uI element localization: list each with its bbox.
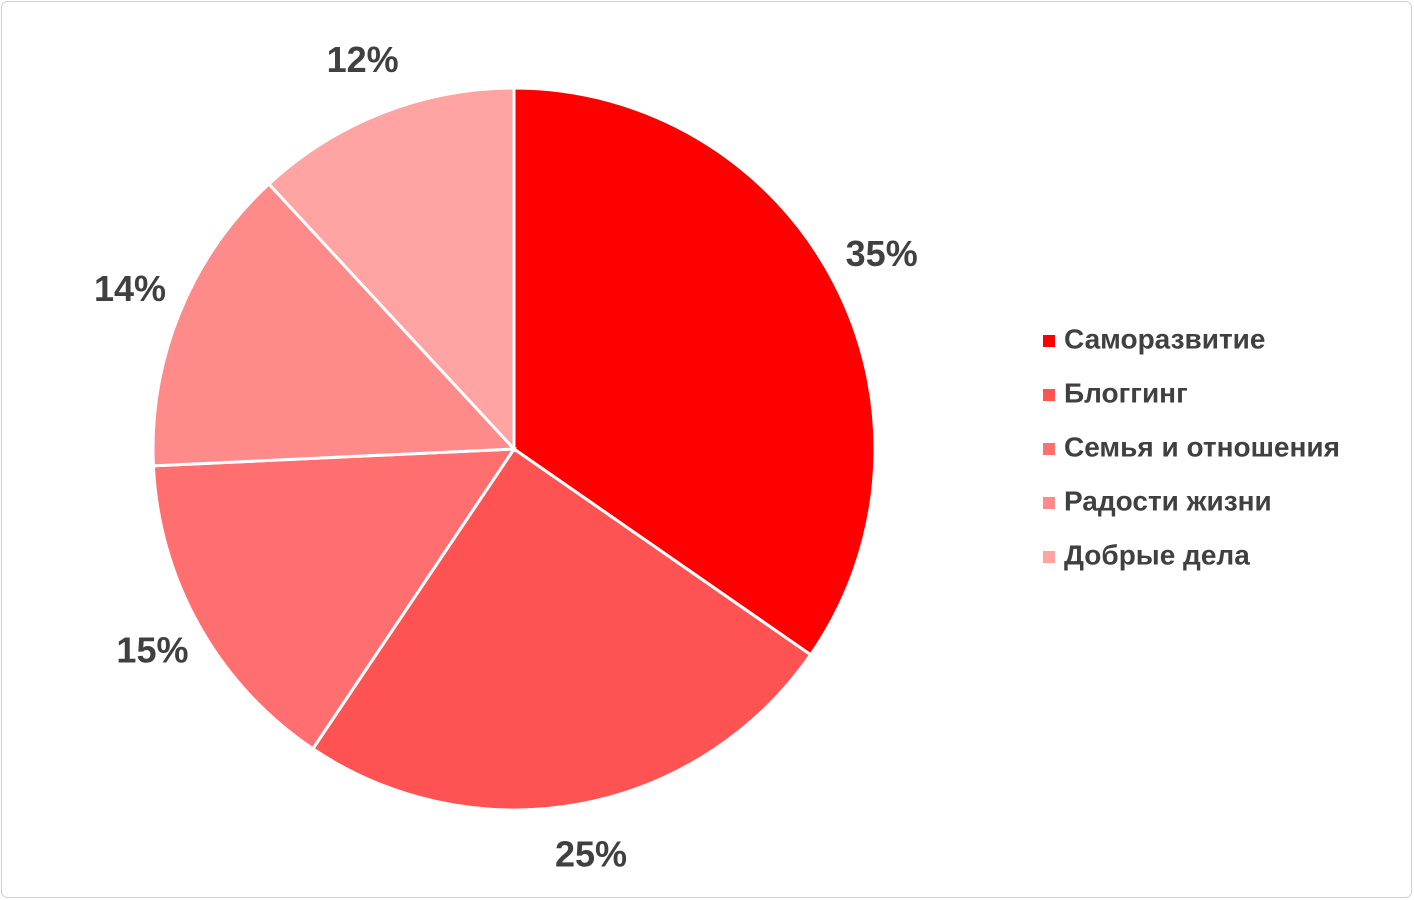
- legend-label: Блоггинг: [1064, 377, 1188, 408]
- pie-slice: [151, 181, 518, 468]
- legend-swatch: [1043, 389, 1055, 401]
- legend-swatch: [1043, 551, 1055, 563]
- pie-slice: [151, 447, 517, 751]
- legend-label: Радости жизни: [1064, 485, 1272, 516]
- value-label: 25%: [555, 833, 627, 874]
- legend-swatch: [1043, 497, 1055, 509]
- legend-label: Семья и отношения: [1064, 431, 1340, 462]
- legend-swatch: [1043, 335, 1055, 347]
- pie-slice: [310, 446, 813, 812]
- value-label: 14%: [94, 268, 166, 309]
- pie-slice: [266, 86, 516, 453]
- legend-label: Добрые дела: [1064, 539, 1250, 570]
- legend-label: Саморазвитие: [1064, 323, 1265, 354]
- value-label: 15%: [116, 629, 188, 670]
- legend-swatch: [1043, 443, 1055, 455]
- value-label: 35%: [846, 233, 918, 274]
- value-label: 12%: [327, 39, 399, 80]
- pie-slice: [512, 86, 877, 657]
